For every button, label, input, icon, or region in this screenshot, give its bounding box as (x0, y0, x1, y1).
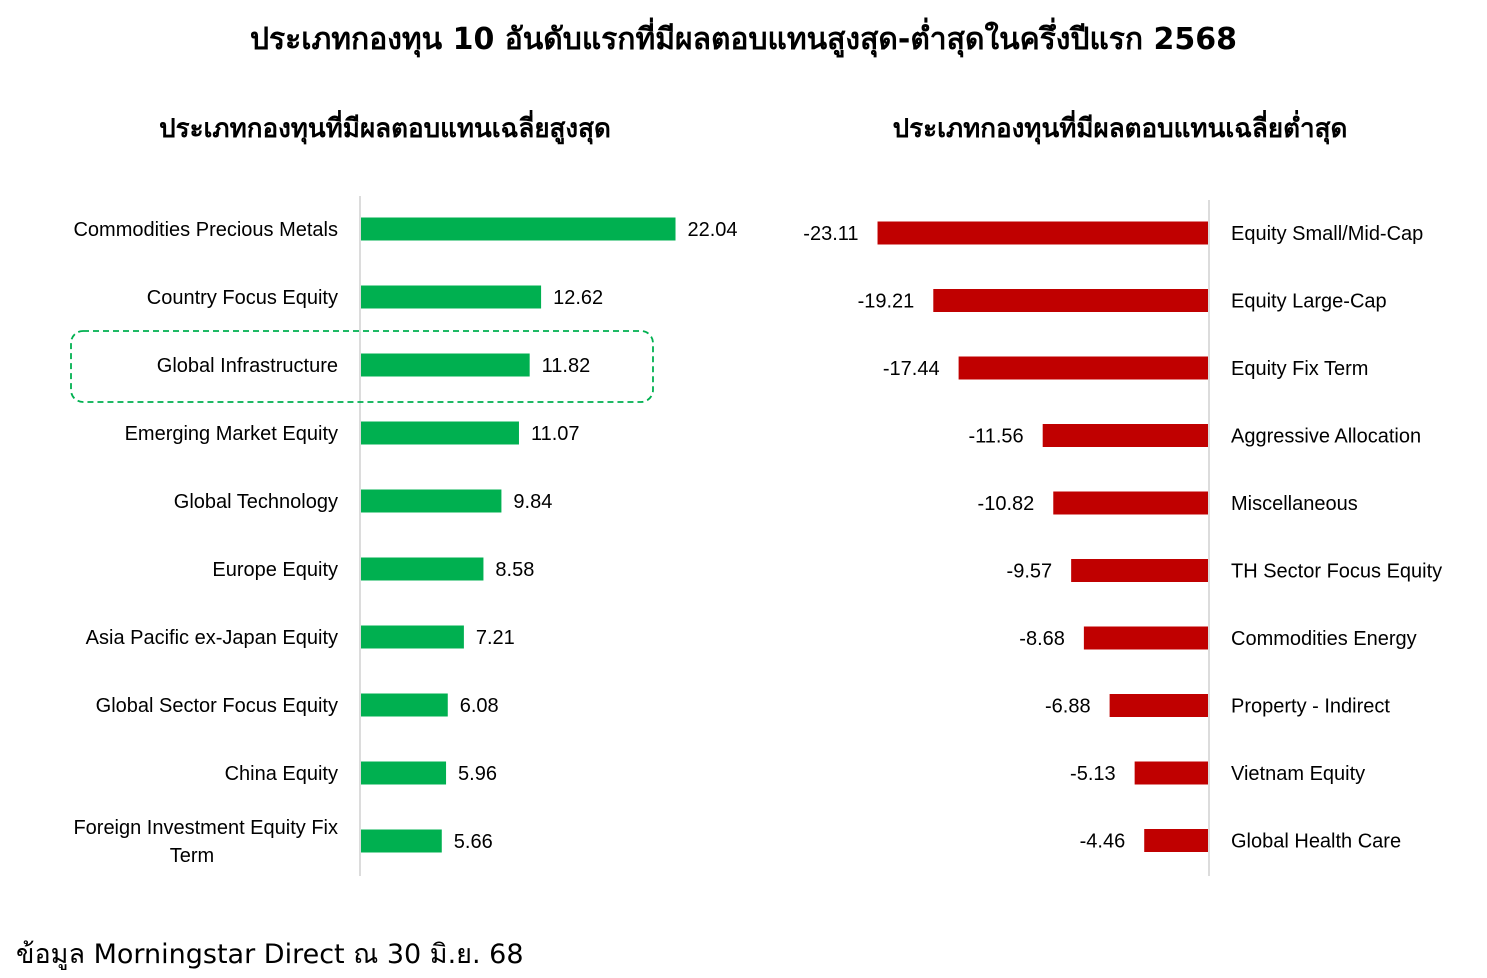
left-value-label: 11.07 (531, 423, 580, 445)
right-bar (1042, 424, 1208, 447)
right-value-label: -8.68 (1019, 628, 1065, 650)
right-value-label: -11.56 (968, 426, 1023, 448)
right-category-label: Equity Large-Cap (1231, 291, 1387, 313)
left-bar (361, 625, 464, 649)
right-chart-title: ประเภทกองทุนที่มีผลตอบแทนเฉลี่ยต่ำสุด (892, 114, 1348, 144)
left-value-label: 11.82 (542, 355, 591, 377)
left-bar (361, 421, 519, 445)
left-value-label: 12.62 (553, 287, 603, 309)
right-bar (958, 356, 1208, 380)
right-value-label: -9.57 (1007, 561, 1053, 583)
right-bar (933, 289, 1208, 312)
left-category-label: China Equity (225, 763, 338, 785)
left-category-label: Global Technology (174, 491, 338, 513)
left-bar (361, 353, 530, 377)
right-bar (1144, 829, 1208, 852)
right-bar (1053, 491, 1208, 515)
left-category-label: Term (170, 845, 214, 867)
left-value-label: 7.21 (476, 627, 515, 649)
left-bar (361, 285, 542, 309)
right-value-label: -5.13 (1070, 763, 1116, 785)
right-bar (1083, 626, 1208, 650)
right-bar (877, 221, 1208, 245)
left-category-label: Foreign Investment Equity Fix (73, 817, 338, 839)
right-category-label: Property - Indirect (1231, 696, 1390, 718)
left-value-label: 6.08 (460, 695, 499, 717)
left-bar (361, 557, 484, 581)
right-category-label: Commodities Energy (1231, 628, 1417, 650)
right-bar (1134, 761, 1208, 785)
left-value-label: 9.84 (513, 491, 552, 513)
left-value-label: 5.96 (458, 763, 497, 785)
right-category-label: Aggressive Allocation (1231, 426, 1421, 448)
left-category-label: Country Focus Equity (147, 287, 338, 309)
left-category-label: Global Sector Focus Equity (96, 695, 338, 717)
left-category-label: Emerging Market Equity (125, 423, 338, 445)
right-value-label: -6.88 (1045, 696, 1091, 718)
right-bar (1071, 559, 1208, 582)
right-value-label: -10.82 (978, 493, 1035, 515)
left-category-label: Europe Equity (212, 559, 338, 581)
right-category-label: Equity Small/Mid-Cap (1231, 223, 1423, 245)
right-category-label: Equity Fix Term (1231, 358, 1368, 380)
right-value-label: -4.46 (1080, 831, 1126, 853)
right-value-label: -17.44 (883, 358, 940, 380)
footer-source: ข้อมูล Morningstar Direct ณ 30 มิ.ย. 68 (16, 939, 524, 970)
right-category-label: Miscellaneous (1231, 493, 1358, 515)
left-bar (361, 217, 676, 241)
highlight-box (70, 330, 654, 403)
right-bar (1109, 694, 1208, 717)
left-value-label: 8.58 (495, 559, 534, 581)
right-category-label: Vietnam Equity (1231, 763, 1365, 785)
left-chart-title: ประเภทกองทุนที่มีผลตอบแทนเฉลี่ยสูงสุด (159, 114, 611, 144)
left-bar (361, 489, 502, 513)
left-bar (361, 829, 442, 853)
main-title: ประเภทกองทุน 10 อันดับแรกที่มีผลตอบแทนสู… (249, 22, 1238, 57)
right-value-label: -23.11 (803, 223, 858, 245)
left-category-label: Asia Pacific ex-Japan Equity (86, 627, 338, 649)
right-category-label: Global Health Care (1231, 831, 1401, 853)
left-bar (361, 693, 448, 717)
left-category-label: Global Infrastructure (157, 355, 338, 377)
right-value-label: -19.21 (858, 291, 915, 313)
left-bar (361, 761, 447, 785)
left-category-label: Commodities Precious Metals (73, 219, 338, 241)
right-category-label: TH Sector Focus Equity (1231, 561, 1442, 583)
left-value-label: 5.66 (454, 831, 493, 853)
left-value-label: 22.04 (688, 219, 738, 241)
